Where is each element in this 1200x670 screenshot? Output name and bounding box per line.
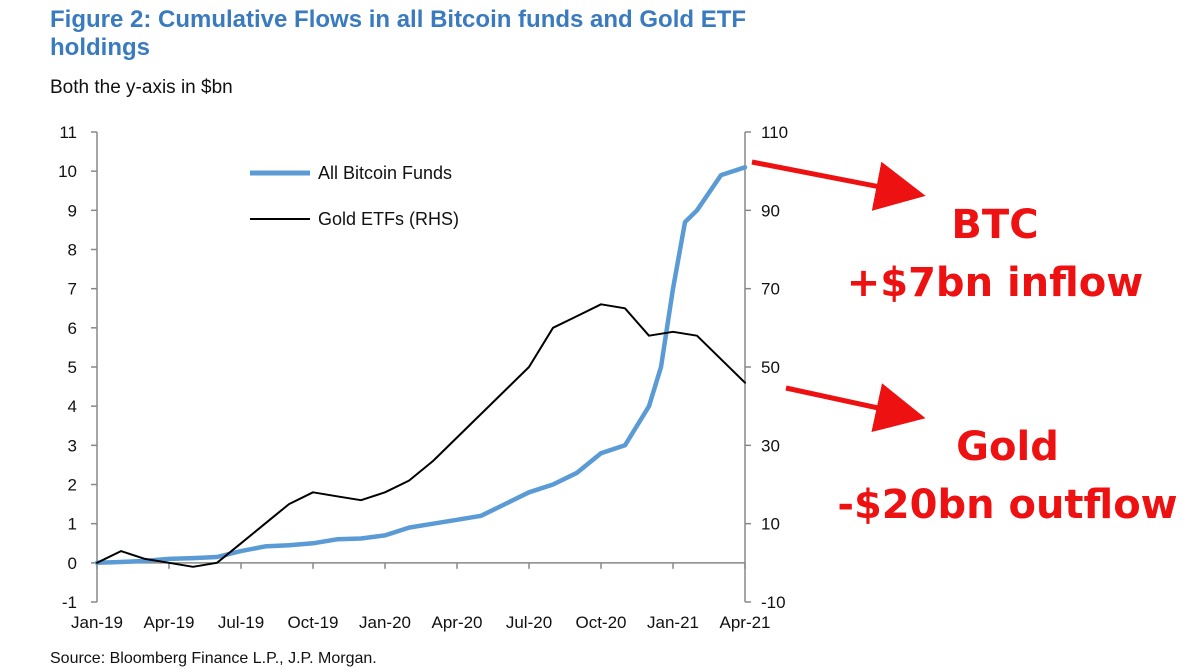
gold-etf-line [96,303,746,568]
left-y-tick-label: 3 [68,436,77,455]
chart-legend: All Bitcoin Funds Gold ETFs (RHS) [250,163,459,229]
chart-source: Source: Bloomberg Finance L.P., J.P. Mor… [50,650,377,667]
x-tick-label: Jul-19 [218,613,264,632]
left-y-tick-label: 8 [68,241,77,260]
chart-subtitle: Both the y-axis in $bn [50,77,233,98]
btc-annotation-title: BTC [951,202,1039,248]
x-tick-label: Jul-20 [506,613,552,632]
left-y-tick-label: 10 [58,162,77,181]
btc-annotation-detail: +$7bn inflow [846,260,1144,306]
left-y-tick-label: 7 [68,280,77,299]
right-y-tick-label: 10 [761,515,780,534]
btc-annotation: BTC +$7bn inflow [820,196,1170,312]
left-y-tick-label: 5 [68,358,77,377]
legend-entry-label: All Bitcoin Funds [318,163,452,183]
gold-annotation: Gold -$20bn outflow [810,418,1200,534]
legend-entry-label: Gold ETFs (RHS) [318,209,459,229]
left-y-tick-label: 4 [68,397,77,416]
x-tick-label: Apr-21 [719,613,770,632]
chart-title: Figure 2: Cumulative Flows in all Bitcoi… [50,6,747,61]
btc-arrow [751,159,926,211]
bitcoin-funds-line [94,165,748,566]
right-y-tick-label: -10 [761,593,786,612]
right-y-tick-label: 50 [761,358,780,377]
x-tick-label: Oct-20 [575,613,626,632]
left-y-tick-label: -1 [62,593,77,612]
chart-series [94,165,748,568]
right-y-tick-label: 90 [761,201,780,220]
annotation-arrows [751,159,926,433]
left-y-tick-label: 1 [68,515,77,534]
right-y-tick-label: 30 [761,436,780,455]
gold-annotation-title: Gold [956,424,1059,470]
left-y-tick-label: 2 [68,476,77,495]
gold-arrow [785,383,926,433]
x-tick-label: Jan-21 [647,613,699,632]
right-y-tick-label: 110 [761,123,788,142]
left-y-tick-label: 0 [68,554,77,573]
x-tick-label: Apr-20 [431,613,482,632]
x-tick-label: Oct-19 [287,613,338,632]
x-tick-label: Jan-19 [71,613,123,632]
right-y-tick-label: 70 [761,280,780,299]
gold-annotation-detail: -$20bn outflow [837,482,1178,528]
x-tick-label: Apr-19 [143,613,194,632]
left-y-tick-label: 9 [68,201,77,220]
left-y-tick-label: 11 [59,123,77,142]
x-tick-label: Jan-20 [359,613,411,632]
left-y-tick-label: 6 [68,319,77,338]
